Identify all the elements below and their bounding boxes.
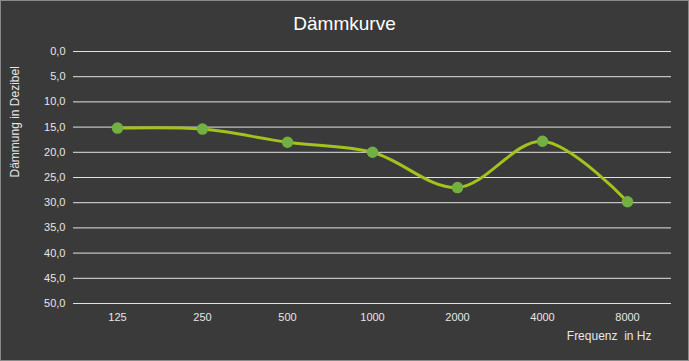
svg-text:Frequenz in Hz: Frequenz in Hz <box>567 329 652 343</box>
svg-text:Dämmung in Dezibel: Dämmung in Dezibel <box>8 66 22 177</box>
svg-text:5,0: 5,0 <box>50 70 65 82</box>
svg-text:10,0: 10,0 <box>44 95 65 107</box>
svg-text:500: 500 <box>278 311 296 323</box>
svg-text:0,0: 0,0 <box>50 45 65 57</box>
svg-text:1000: 1000 <box>360 311 384 323</box>
svg-text:40,0: 40,0 <box>44 247 65 259</box>
svg-text:250: 250 <box>193 311 211 323</box>
svg-text:15,0: 15,0 <box>44 121 65 133</box>
svg-text:2000: 2000 <box>445 311 469 323</box>
svg-text:45,0: 45,0 <box>44 272 65 284</box>
svg-text:4000: 4000 <box>530 311 554 323</box>
svg-text:30,0: 30,0 <box>44 196 65 208</box>
svg-text:8000: 8000 <box>615 311 639 323</box>
svg-text:25,0: 25,0 <box>44 171 65 183</box>
svg-text:35,0: 35,0 <box>44 221 65 233</box>
svg-text:20,0: 20,0 <box>44 146 65 158</box>
svg-text:50,0: 50,0 <box>44 297 65 309</box>
svg-text:125: 125 <box>108 311 126 323</box>
html-text:Dämmkurve: Dämmkurve <box>293 13 396 34</box>
